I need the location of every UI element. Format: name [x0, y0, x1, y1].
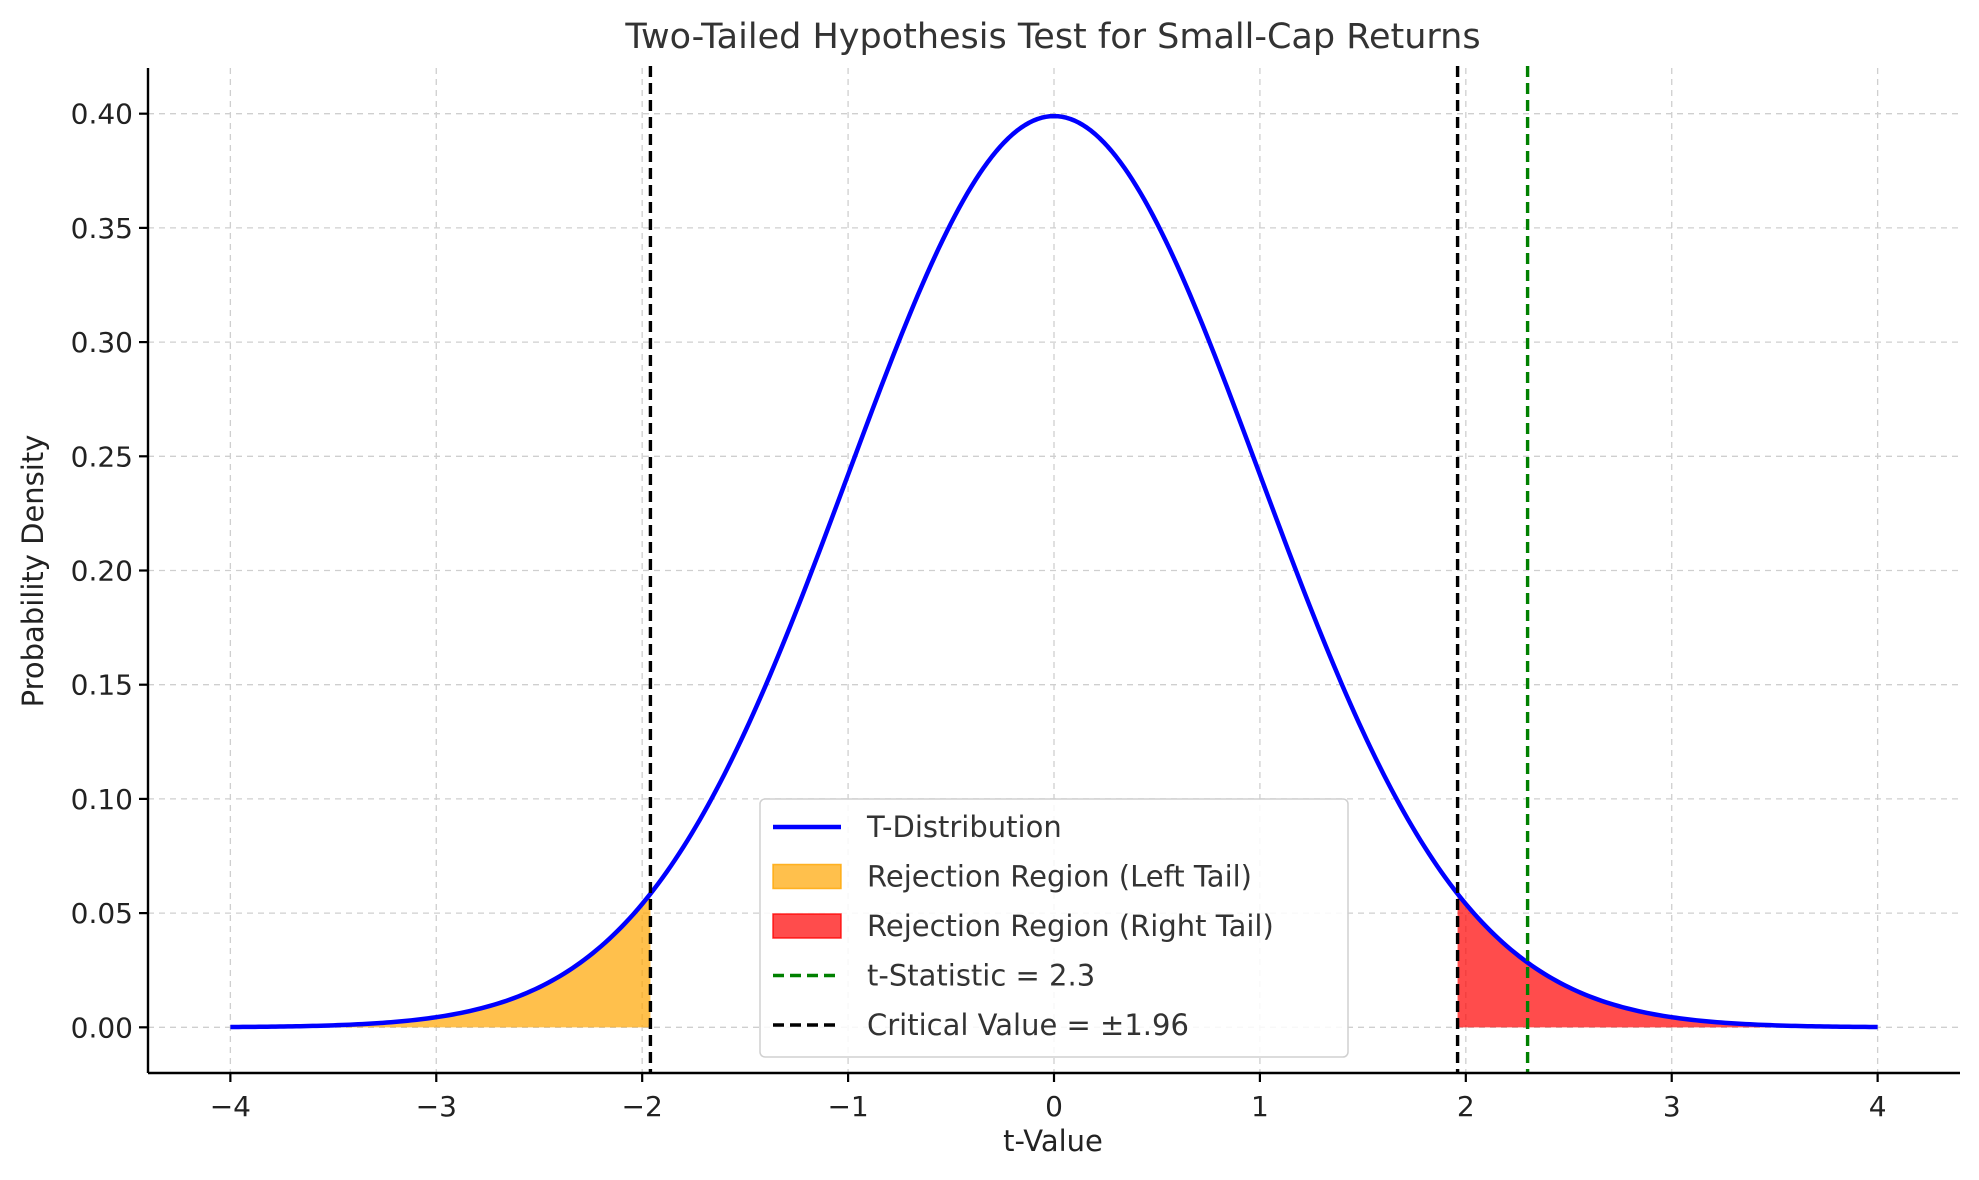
- left-tail-region: [230, 893, 651, 1028]
- x-tick-label: 2: [1457, 1090, 1475, 1123]
- legend-handle-patch: [772, 863, 842, 890]
- y-tick-label: 0.00: [71, 1011, 133, 1044]
- reference-lines: [648, 66, 1530, 1073]
- y-tick-label: 0.05: [71, 897, 133, 930]
- y-tick-label: 0.15: [71, 669, 133, 702]
- t-distribution-line: [230, 113, 1878, 1030]
- x-tick-label: −2: [622, 1090, 663, 1123]
- legend-handle-patch: [772, 913, 842, 939]
- y-tick-label: 0.25: [71, 440, 133, 473]
- y-tick-label: 0.30: [71, 326, 133, 359]
- legend-label: Rejection Region (Right Tail): [867, 909, 1274, 943]
- y-tick-label: 0.40: [71, 98, 133, 131]
- legend-label: t-Statistic = 2.3: [867, 959, 1095, 993]
- legend: T-Distribution Rejection Region (Left Tai…: [759, 798, 1349, 1058]
- chart-title: Two-Tailed Hypothesis Test for Small-Cap…: [624, 17, 1480, 57]
- legend-box: [759, 798, 1349, 1058]
- legend-label: Rejection Region (Left Tail): [867, 860, 1252, 894]
- legend-label: T-Distribution: [866, 810, 1062, 844]
- x-tick-label: 1: [1251, 1090, 1269, 1123]
- x-tick-label: 4: [1869, 1090, 1887, 1123]
- x-tick-label: −3: [416, 1090, 457, 1123]
- axes: −4 −3 −2 −1 0 1 2 3 4 0.00 0.05 0.10 0.15 0.20 0.25 0.3…: [71, 68, 1960, 1123]
- y-tick-label: 0.20: [71, 555, 133, 588]
- x-axis-label: t-Value: [1003, 1124, 1103, 1158]
- x-tick-label: −1: [827, 1090, 868, 1123]
- y-axis-label: Probability Density: [16, 435, 50, 708]
- distribution-curve: [230, 113, 1878, 1030]
- right-tail-region: [1457, 893, 1878, 1028]
- y-tick-label: 0.35: [71, 212, 133, 245]
- legend-label: Critical Value = ±1.96: [867, 1008, 1189, 1042]
- y-tick-label: 0.10: [71, 783, 133, 816]
- rejection-regions: [230, 893, 1878, 1028]
- x-tick-label: 3: [1663, 1090, 1681, 1123]
- x-tick-label: −4: [210, 1090, 251, 1123]
- x-tick-label: 0: [1045, 1090, 1063, 1123]
